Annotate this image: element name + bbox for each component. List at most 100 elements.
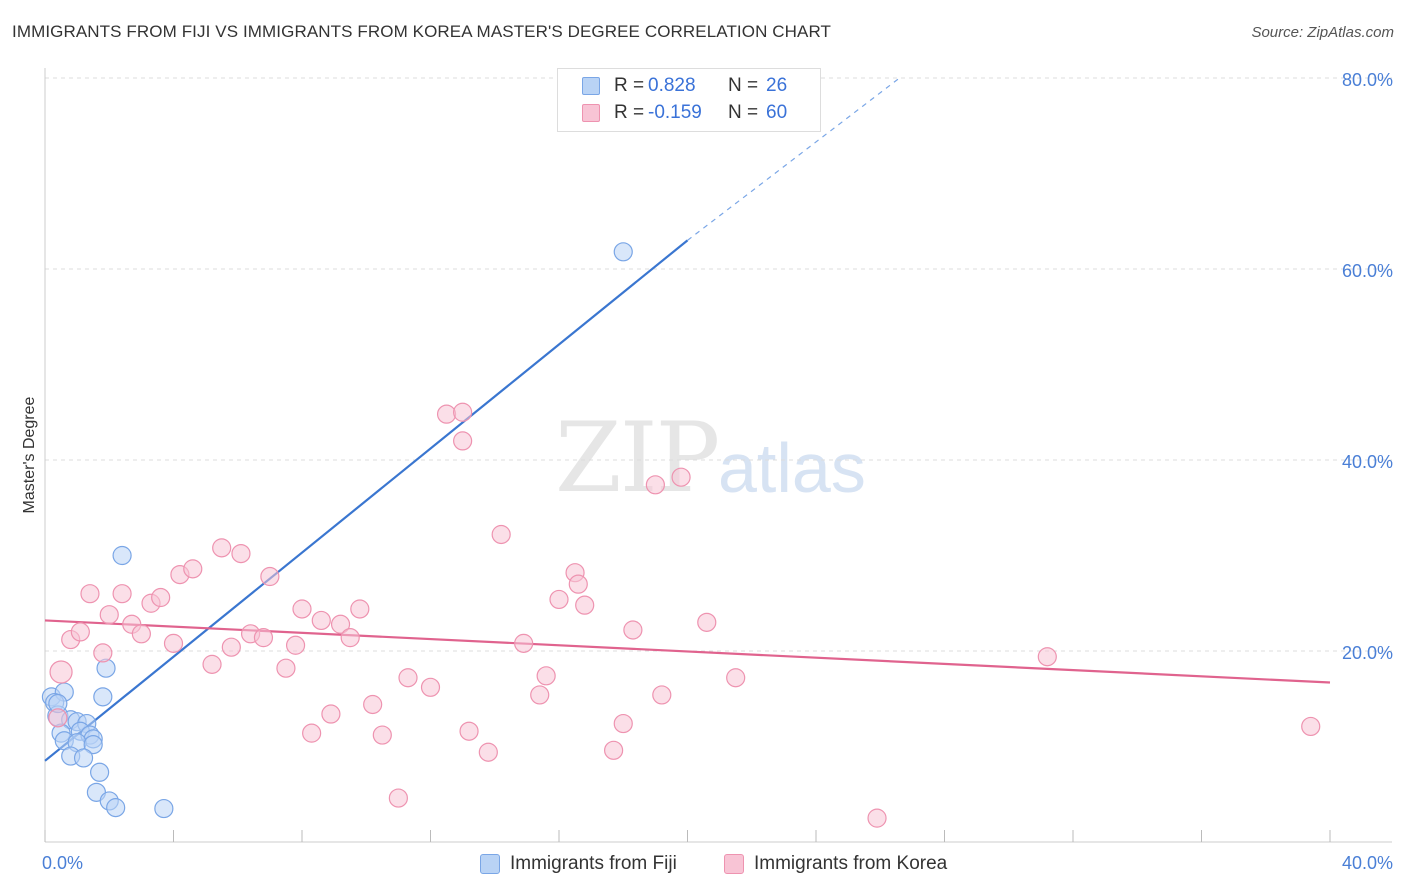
korea-point [645,475,665,495]
r-label: R = [614,102,645,123]
gridlines [45,77,1392,652]
korea-point [48,708,68,728]
korea-point [697,612,717,632]
fiji-legend-label: Immigrants from Fiji [510,853,677,874]
korea-n-value: 60 [766,102,788,123]
korea-point [350,599,370,619]
korea-point [321,704,341,724]
korea-point [459,721,479,741]
korea-point [604,740,624,760]
r-label: R = [614,75,645,96]
korea-point [311,610,331,631]
fiji-point [93,687,113,707]
y-tick-label: 80.0% [1342,70,1393,90]
korea-point [151,587,171,608]
fiji-swatch [582,77,600,95]
axes [44,68,1392,843]
korea-point [260,566,280,587]
stats-legend-row-fiji: R = 0.828 N = 26 [582,74,787,98]
korea-point [867,808,887,828]
korea-point [340,628,360,648]
korea-point [420,677,441,697]
fiji-point [106,798,126,818]
korea-point [302,723,322,743]
korea-point [99,605,119,625]
fiji-r-value: 0.828 [648,75,696,96]
korea-point [388,788,408,808]
korea-point [276,658,296,678]
korea-point [112,584,132,604]
korea-point [202,654,222,674]
korea-point [292,599,312,619]
korea-point [530,685,550,705]
fiji-point [90,762,110,782]
fiji-trend-line [44,239,689,762]
trend-lines [44,77,1331,762]
n-label: N = [728,102,759,123]
korea-point [652,685,672,705]
korea-point [330,614,351,634]
watermark-atlas: atlas [718,429,866,507]
x-tick-label-end: 40.0% [1342,853,1393,873]
korea-point [453,402,473,422]
y-tick-label: 20.0% [1342,643,1393,663]
korea-point [1301,716,1321,737]
chart-title: IMMIGRANTS FROM FIJI VS IMMIGRANTS FROM … [12,22,832,41]
source-credit: Source: ZipAtlas.com [1251,24,1394,41]
x-tick-label-start: 0.0% [42,853,83,873]
korea-point [49,660,73,684]
y-tick-label: 60.0% [1342,261,1393,281]
korea-point [536,666,556,686]
korea-point [372,725,392,745]
fiji-point [154,798,174,819]
korea-swatch [582,104,600,122]
korea-point [568,574,588,594]
y-tick-label: 40.0% [1342,452,1393,472]
korea-point [671,467,691,487]
korea-point [131,624,151,644]
korea-point [1037,647,1057,667]
legend-item-fiji[interactable]: Immigrants from Fiji [480,850,677,878]
korea-point [363,694,383,715]
fiji-legend-swatch [480,854,500,874]
korea-r-value: -0.159 [648,102,702,123]
fiji-point [83,734,103,755]
korea-point [231,543,251,564]
tick-labels: 20.0% 40.0% 60.0% 80.0% 0.0% 40.0% Master's De… [21,70,1393,873]
korea-point [80,584,100,604]
korea-point [212,538,232,558]
korea-point [221,637,241,657]
korea-point [453,431,473,451]
fiji-n-value: 26 [766,75,788,96]
stats-legend-row-korea: R = -0.159 N = 60 [582,101,787,125]
korea-point [285,635,306,655]
korea-point [514,633,534,653]
data-points [41,242,1321,828]
korea-legend-swatch [724,854,744,874]
korea-point [491,524,511,545]
korea-point [478,742,498,762]
legend-item-korea[interactable]: Immigrants from Korea [724,850,947,878]
korea-point [163,633,184,653]
korea-point [613,713,633,734]
korea-point [93,643,113,663]
fiji-point [112,545,132,566]
korea-point [398,668,418,688]
korea-point [183,559,203,579]
stats-legend: R = 0.828 N = 26 R = -0.159 N = 60 [557,68,821,132]
korea-point [575,595,595,615]
korea-point [70,622,90,642]
korea-point [726,668,746,688]
fiji-point [73,748,94,768]
korea-point [436,404,457,424]
korea-legend-label: Immigrants from Korea [754,853,948,874]
watermark-zip: ZIP [555,402,720,514]
fiji-point [613,242,633,262]
fiji-trend-extension [687,77,900,241]
n-label: N = [728,75,759,96]
korea-point [549,589,569,610]
korea-point [623,620,643,640]
y-axis-label: Master's Degree [21,396,38,513]
korea-point [253,628,274,648]
